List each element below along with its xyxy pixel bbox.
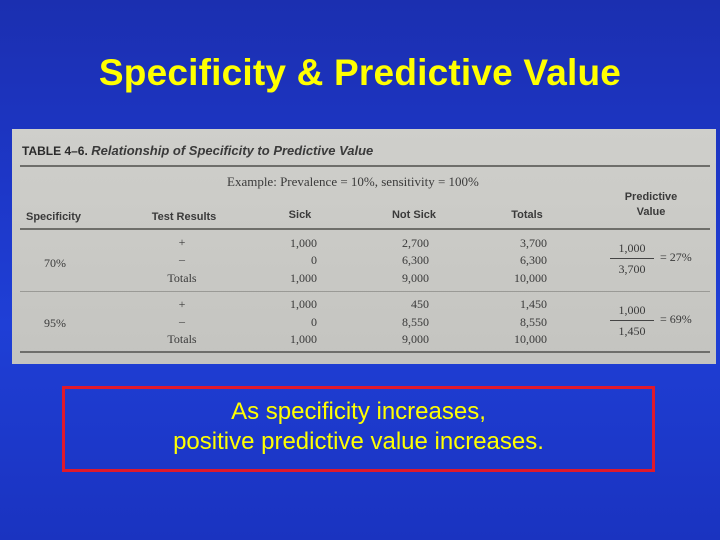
- block2-result-plus: +: [178, 297, 186, 311]
- block1-notsick-plus: 2,700: [402, 236, 429, 250]
- table-top-rule: [20, 165, 710, 167]
- block2-sick-totals: 1,000: [290, 332, 317, 346]
- block1-sick-totals: 1,000: [290, 271, 317, 285]
- callout-line-1: As specificity increases,: [231, 398, 486, 425]
- header-not-sick: Not Sick: [391, 209, 436, 221]
- callout-box: As specificity increases, positive predi…: [62, 386, 655, 472]
- block-divider: [20, 291, 710, 292]
- table-example-line: Example: Prevalence = 10%, sensitivity =…: [227, 174, 479, 189]
- block1-total-plus: 3,700: [520, 236, 547, 250]
- block2-total-plus: 1,450: [520, 297, 547, 311]
- block1-pv-numerator: 1,000: [618, 241, 646, 255]
- block1-pv-denominator: 3,700: [618, 262, 646, 276]
- slide-title: Specificity & Predictive Value: [98, 52, 622, 93]
- table-label: TABLE 4–6.: [22, 144, 88, 158]
- block1-notsick-totals: 9,000: [402, 271, 429, 285]
- table-image: TABLE 4–6. Relationship of Specificity t…: [12, 129, 716, 364]
- block2-specificity: 95%: [44, 316, 66, 330]
- block1-sick-minus: 0: [311, 253, 317, 267]
- header-pv-line2: Value: [636, 206, 666, 218]
- header-sick: Sick: [288, 209, 312, 221]
- callout-line-2: positive predictive value increases.: [173, 428, 544, 455]
- block1-notsick-minus: 6,300: [402, 253, 429, 267]
- block2-notsick-minus: 8,550: [402, 315, 429, 329]
- header-specificity: Specificity: [26, 211, 82, 223]
- block2-total-totals: 10,000: [514, 332, 547, 346]
- block2-notsick-plus: 450: [411, 297, 429, 311]
- table-bottom-rule: [20, 351, 710, 353]
- block1-specificity: 70%: [44, 256, 66, 270]
- block2-pv-denominator: 1,450: [618, 324, 646, 338]
- block1-result-minus: –: [179, 252, 185, 266]
- block1-result-plus: +: [178, 235, 186, 249]
- header-rule: [20, 228, 710, 230]
- block2-notsick-totals: 9,000: [402, 332, 429, 346]
- header-totals: Totals: [511, 209, 543, 221]
- block2-pv-bar: [610, 320, 654, 321]
- table-caption-text: Relationship of Specificity to Predictiv…: [91, 143, 374, 158]
- block2-result-minus: –: [179, 314, 185, 328]
- block1-pv-bar: [610, 258, 654, 259]
- block2-result-totals: Totals: [167, 332, 197, 346]
- block2-pv-numerator: 1,000: [618, 303, 646, 317]
- block1-total-minus: 6,300: [520, 253, 547, 267]
- block1-pv-result: = 27%: [660, 250, 692, 264]
- header-pv-line1: Predictive: [624, 191, 678, 203]
- block2-sick-minus: 0: [311, 315, 317, 329]
- table-caption: TABLE 4–6. Relationship of Specificity t…: [22, 143, 373, 160]
- block2-total-minus: 8,550: [520, 315, 547, 329]
- block1-total-totals: 10,000: [514, 271, 547, 285]
- block2-sick-plus: 1,000: [290, 297, 317, 311]
- block1-result-totals: Totals: [167, 271, 197, 285]
- block1-sick-plus: 1,000: [290, 236, 317, 250]
- header-test-results: Test Results: [151, 211, 217, 223]
- block2-pv-result: = 69%: [660, 312, 692, 326]
